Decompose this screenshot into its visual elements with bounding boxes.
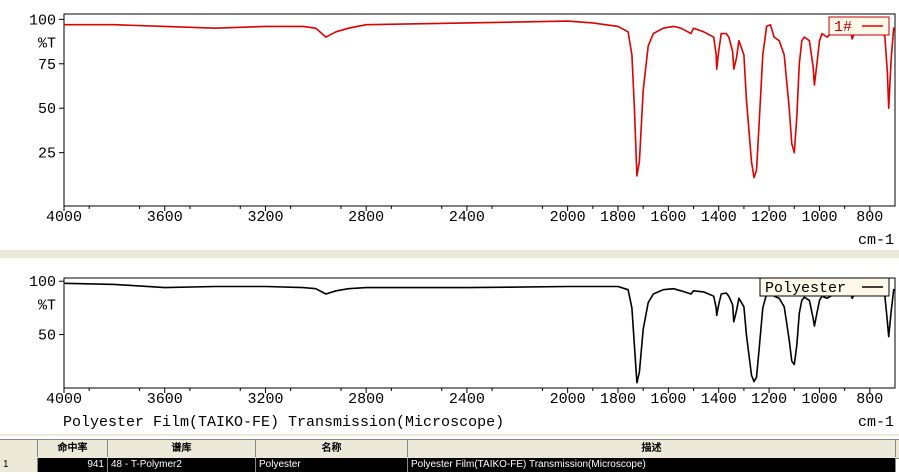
- x-tick-label: 2800: [348, 391, 384, 408]
- x-tick-label: 3600: [147, 209, 183, 226]
- reference-spectrum-panel[interactable]: 4000 3600 3200 2800 2400 2000 1800 1600 1400 1200…: [0, 258, 899, 434]
- library-cell[interactable]: 48 - T-Polymer2: [108, 458, 256, 472]
- results-table-header: 命中率 谱库 名称 描述: [0, 439, 899, 459]
- legend-box: [759, 277, 890, 297]
- x-tick-label: 1800: [600, 391, 636, 408]
- x-tick-label: 3200: [247, 391, 283, 408]
- x-tick-label: 1000: [801, 391, 837, 408]
- legend: Polyester: [759, 277, 890, 297]
- search-results-table[interactable]: 命中率 谱库 名称 描述 1 941 48 - T-Polymer2 Polye…: [0, 436, 899, 474]
- x-tick-label: 1600: [650, 391, 686, 408]
- x-tick-label: 1800: [600, 209, 636, 226]
- x-tick-label: 4000: [46, 391, 82, 408]
- x-axis-unit: cm-1: [858, 232, 894, 249]
- x-tick-label: 2000: [550, 209, 586, 226]
- x-tick-label: 800: [856, 391, 883, 408]
- x-tick-label: 1600: [650, 209, 686, 226]
- x-tick-label: 2400: [449, 209, 485, 226]
- x-tick-label: 1000: [801, 209, 837, 226]
- row-number[interactable]: 1: [0, 458, 38, 472]
- spectrum-caption: Polyester Film(TAIKO-FE) Transmission(Mi…: [63, 414, 504, 431]
- x-tick-label: 1200: [751, 209, 787, 226]
- legend-box: [828, 16, 890, 36]
- y-tick-label: 50: [38, 328, 56, 345]
- x-tick-label: 2400: [449, 391, 485, 408]
- name-cell[interactable]: Polyester: [256, 458, 408, 472]
- hit-cell[interactable]: 941: [38, 458, 108, 472]
- name-header[interactable]: 名称: [256, 440, 408, 457]
- top-spectrum-chart: 4000 3600 3200 2800 2400 2000 1800 1600 1400 1200…: [29, 12, 896, 249]
- reference-spectrum-chart: 4000 3600 3200 2800 2400 2000 1800 1600 1400 1200…: [29, 274, 896, 431]
- library-header[interactable]: 谱库: [108, 440, 256, 457]
- description-header[interactable]: 描述: [408, 440, 896, 457]
- x-tick-label: 1200: [751, 391, 787, 408]
- row-number-header: [0, 440, 38, 457]
- x-tick-label: 800: [856, 209, 883, 226]
- x-tick-label: 3600: [147, 391, 183, 408]
- x-tick-label: 1400: [701, 209, 737, 226]
- table-row[interactable]: 941 48 - T-Polymer2 Polyester Polyester …: [38, 458, 896, 472]
- x-tick-label: 1400: [701, 391, 737, 408]
- legend: 1#: [828, 16, 890, 36]
- row-number-cell[interactable]: 1: [0, 458, 38, 472]
- x-tick-label: 3200: [247, 209, 283, 226]
- y-tick-label: 100: [29, 12, 56, 29]
- x-tick-label: 4000: [46, 209, 82, 226]
- legend-label: 1#: [834, 19, 852, 36]
- y-tick-label: 75: [38, 57, 56, 74]
- y-axis-unit: %T: [38, 35, 56, 52]
- plot-frame: [63, 13, 896, 207]
- y-tick-label: 100: [29, 274, 56, 291]
- y-axis-unit: %T: [38, 298, 56, 315]
- description-cell[interactable]: Polyester Film(TAIKO-FE) Transmission(Mi…: [408, 458, 896, 472]
- x-tick-label: 2000: [550, 391, 586, 408]
- legend-label: Polyester: [765, 280, 846, 297]
- x-tick-label: 2800: [348, 209, 384, 226]
- y-tick-label: 25: [38, 146, 56, 163]
- x-axis-unit: cm-1: [858, 414, 894, 431]
- top-spectrum-panel[interactable]: 4000 3600 3200 2800 2400 2000 1800 1600 1400 1200…: [0, 0, 899, 250]
- y-tick-label: 50: [38, 101, 56, 118]
- hit-header[interactable]: 命中率: [38, 440, 108, 457]
